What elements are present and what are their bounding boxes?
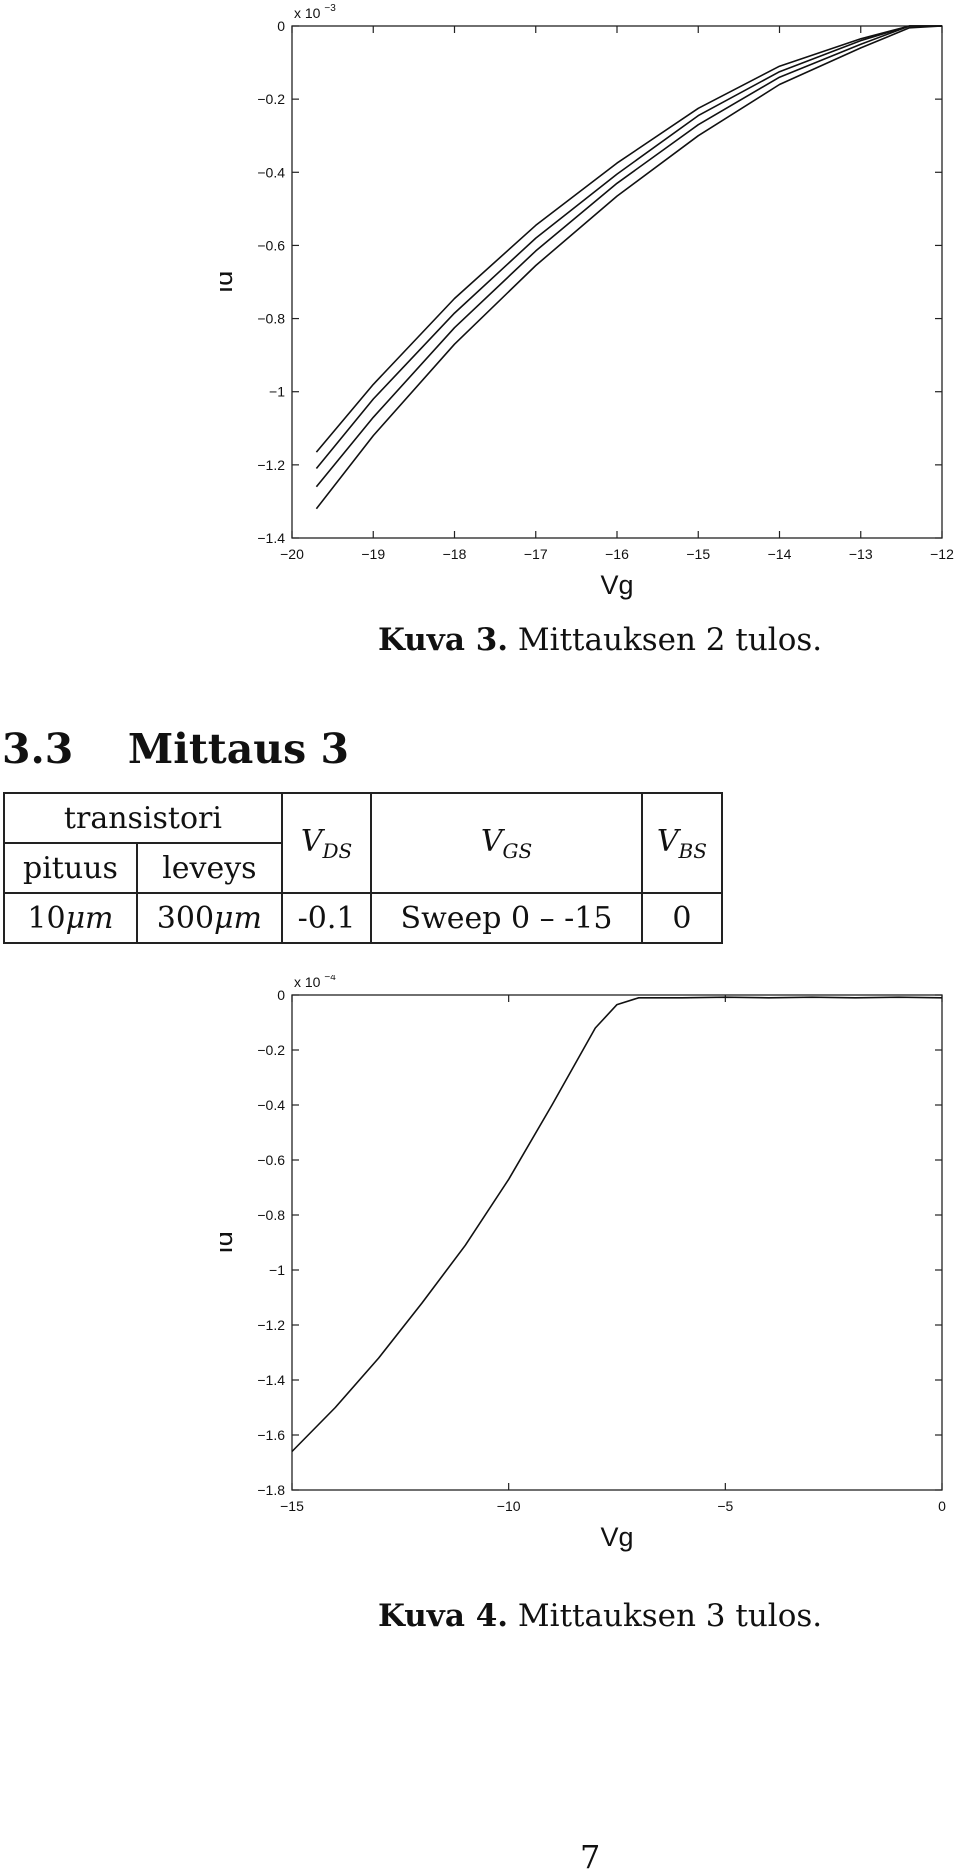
x-tick-label: −12 (930, 546, 954, 562)
y-tick-label: −1.2 (257, 457, 285, 473)
y-tick-label: −1.2 (257, 1317, 285, 1333)
y-axis-label: Id (220, 1231, 238, 1254)
figure-3-chart: −20 −19 −18 −17 −16 −15 −14 −13 −12 0 −0.2 −0.4 −0.6… (220, 3, 954, 600)
measurement-parameters-table: transistori VDS VGS VBS pituus leveys 10… (3, 792, 724, 944)
width-value: 300μm (135, 892, 283, 944)
figure-4-chart: −15 −10 −5 0 0 −0.2 −0.4 −0.6 −0.8 −1 −1.2 −1.4 −1.6… (220, 975, 946, 1552)
figure-4-caption-label: Kuva 4. (378, 1598, 509, 1634)
section-number: 3.3 (2, 725, 74, 773)
y-tick-label: −1 (269, 384, 285, 400)
y-tick-label: −1.8 (257, 1482, 285, 1498)
section-heading: 3.3 Mittaus 3 (2, 725, 349, 773)
y-tick-label: −0.8 (257, 1207, 285, 1223)
y-tick-label: −1.4 (257, 530, 285, 546)
x-tick-label: −18 (443, 546, 467, 562)
y-tick-label: −0.2 (257, 1042, 285, 1058)
series-line-1 (291, 996, 943, 1453)
transistor-header: transistori (3, 792, 283, 844)
x-tick-label: −17 (524, 546, 548, 562)
y-tick-label: −0.4 (257, 1097, 285, 1113)
vds-value: -0.1 (280, 892, 373, 944)
plot-frame (291, 994, 943, 1491)
y-tick-label: −0.6 (257, 237, 285, 253)
y-tick-label: −1.4 (257, 1372, 285, 1388)
x-axis-label: Vg (600, 1522, 633, 1552)
y-tick-label: −0.6 (257, 1152, 285, 1168)
vbs-header: VBS (640, 792, 724, 894)
figure-3-caption: Kuva 3. Mittauksen 2 tulos. (378, 622, 822, 658)
vgs-header: VGS (370, 792, 643, 894)
y-tick-label: −0.4 (257, 164, 285, 180)
plot-frame (291, 25, 943, 539)
x-tick-label: −14 (768, 546, 792, 562)
vbs-value: 0 (640, 892, 724, 944)
y-tick-label: 0 (277, 987, 285, 1003)
series-line-4 (315, 25, 943, 510)
y-tick-label: 0 (277, 18, 285, 34)
y-axis-label: Id (220, 271, 238, 294)
y-tick-label: −0.8 (257, 311, 285, 327)
figure-4-caption: Kuva 4. Mittauksen 3 tulos. (378, 1598, 822, 1634)
figure-4-caption-text: Mittauksen 3 tulos. (517, 1598, 823, 1634)
y-exponent-label: x 10 −4 (294, 975, 336, 990)
figure-3-caption-text: Mittauksen 2 tulos. (517, 622, 823, 658)
x-tick-label: −19 (361, 546, 385, 562)
width-header: leveys (135, 842, 283, 894)
x-tick-label: −16 (605, 546, 629, 562)
x-tick-label: −13 (849, 546, 873, 562)
y-tick-label: −1.6 (257, 1427, 285, 1443)
page-number: 7 (580, 1838, 601, 1876)
series-line-1 (315, 25, 942, 453)
series-line-2 (315, 25, 942, 470)
x-axis-label: Vg (600, 570, 633, 600)
y-tick-label: −1 (269, 1262, 285, 1278)
y-tick-label: −0.2 (257, 91, 285, 107)
vds-header: VDS (280, 792, 373, 894)
section-title: Mittaus 3 (127, 725, 350, 773)
vgs-value: Sweep 0 – -15 (370, 892, 643, 944)
x-tick-label: −15 (686, 546, 710, 562)
x-tick-label: −10 (497, 1498, 521, 1514)
x-tick-label: 0 (938, 1498, 946, 1514)
figure-3-caption-label: Kuva 3. (378, 622, 509, 658)
series-line-3 (315, 25, 942, 488)
x-tick-label: −5 (717, 1498, 733, 1514)
y-exponent-label: x 10 −3 (294, 3, 336, 21)
length-header: pituus (3, 842, 138, 894)
x-tick-label: −20 (280, 546, 304, 562)
x-tick-label: −15 (280, 1498, 304, 1514)
length-value: 10μm (3, 892, 138, 944)
